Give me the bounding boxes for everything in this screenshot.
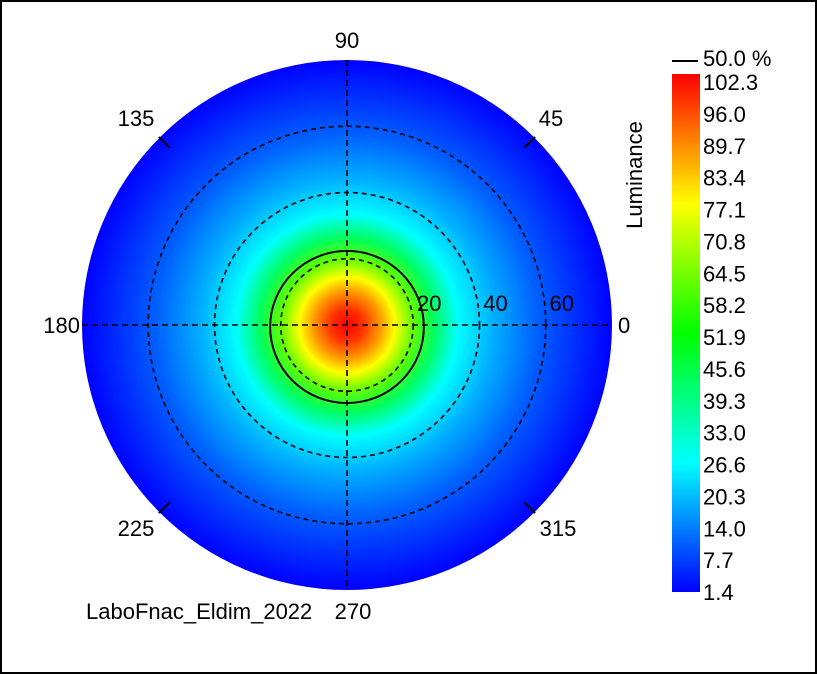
radial-labels: 20 40 60 xyxy=(417,291,574,316)
angle-tick-45 xyxy=(523,136,536,149)
colorbar-tick-label: 70.8 xyxy=(703,229,746,254)
angle-label-45: 45 xyxy=(539,106,563,131)
angle-labels: 90 45 0 315 270 225 180 135 xyxy=(43,28,630,624)
colorbar-tick-label: 96.0 xyxy=(703,102,746,127)
colorbar-tick-label: 89.7 xyxy=(703,134,746,159)
colorbar-tick-label: 14.0 xyxy=(703,516,746,541)
colorbar-tick-label: 102.3 xyxy=(703,70,758,95)
colorbar-label: Luminance xyxy=(622,121,647,229)
angle-label-0: 0 xyxy=(618,313,630,338)
footer-text: LaboFnac_Eldim_2022 xyxy=(86,599,312,624)
colorbar-tick-label: 7.7 xyxy=(703,548,734,573)
contour-legend-label: 50.0 % xyxy=(703,46,772,71)
angle-label-90: 90 xyxy=(335,28,359,53)
colorbar-tick-label: 58.2 xyxy=(703,293,746,318)
radial-label-20: 20 xyxy=(417,291,441,316)
radial-label-60: 60 xyxy=(550,291,574,316)
radial-label-40: 40 xyxy=(483,291,507,316)
angle-tick-225 xyxy=(158,501,171,514)
colorbar-tick-label: 33.0 xyxy=(703,421,746,446)
polar-grid xyxy=(82,60,612,590)
colorbar-tick-label: 64.5 xyxy=(703,261,746,286)
colorbar-tick-label: 39.3 xyxy=(703,389,746,414)
colorbar-tick-label: 26.6 xyxy=(703,453,746,478)
colorbar-tick-label: 1.4 xyxy=(703,580,734,605)
angle-label-270: 270 xyxy=(335,599,372,624)
angle-label-180: 180 xyxy=(43,313,80,338)
colorbar-tick-label: 83.4 xyxy=(703,166,746,191)
contour-layer xyxy=(269,249,425,405)
colorbar-tick-label: 77.1 xyxy=(703,198,746,223)
angle-label-135: 135 xyxy=(118,106,155,131)
colorbar-ticks: 102.3 96.0 89.7 83.4 77.1 70.8 64.5 58.2 51.9 45.… xyxy=(703,70,758,605)
angle-label-225: 225 xyxy=(118,516,155,541)
angle-tick-marks xyxy=(158,136,536,514)
angle-tick-135 xyxy=(158,136,171,149)
colorbar-tick-label: 20.3 xyxy=(703,484,746,509)
colorbar-tick-label: 51.9 xyxy=(703,325,746,350)
colorbar xyxy=(672,74,700,592)
contour-50-percent xyxy=(269,249,425,405)
angle-label-315: 315 xyxy=(540,516,577,541)
angle-tick-315 xyxy=(523,501,536,514)
colorbar-tick-label: 45.6 xyxy=(703,357,746,382)
